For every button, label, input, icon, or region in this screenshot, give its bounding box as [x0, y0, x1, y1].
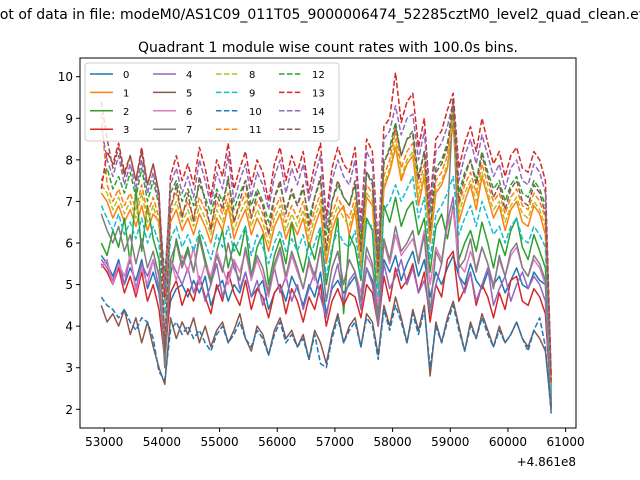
y-tick-label: 7 [65, 195, 73, 209]
x-tick-label: 56000 [258, 435, 296, 449]
legend-label-14: 14 [312, 107, 325, 118]
legend-label-10: 10 [249, 107, 262, 118]
series-line-12 [100, 109, 552, 381]
chart-suptitle: Plot of data in file: modeM0/AS1C09_011T… [0, 7, 640, 23]
y-tick-label: 6 [65, 237, 73, 251]
legend-label-5: 5 [186, 88, 192, 99]
legend-label-7: 7 [186, 125, 192, 136]
legend-label-6: 6 [186, 107, 192, 118]
y-tick-label: 4 [65, 320, 73, 334]
y-tick-label: 8 [65, 153, 73, 167]
x-tick-label: 59000 [431, 435, 469, 449]
x-offset-label: +4.861e8 [517, 455, 576, 469]
legend-label-4: 4 [186, 70, 192, 81]
x-tick-label: 53000 [85, 435, 123, 449]
series-line-9 [100, 175, 552, 393]
legend-label-15: 15 [312, 125, 325, 136]
series-layer [100, 71, 552, 414]
series-line-1 [100, 121, 552, 393]
y-tick-label: 9 [65, 112, 73, 126]
x-tick-label: 60000 [489, 435, 527, 449]
x-tick-label: 58000 [374, 435, 412, 449]
y-tick-label: 3 [65, 361, 73, 375]
series-line-2 [100, 188, 552, 402]
series-line-8 [100, 113, 552, 389]
series-line-15 [100, 96, 552, 385]
y-axis: 2 3 4 5 6 7 8 9 10 [58, 70, 80, 417]
series-line-4 [100, 196, 552, 406]
x-tick-label: 61000 [547, 435, 585, 449]
y-tick-label: 5 [65, 278, 73, 292]
legend-label-0: 0 [123, 70, 129, 81]
legend-label-1: 1 [123, 88, 129, 99]
x-axis: 53000 54000 55000 56000 57000 58000 59000 60000… [85, 428, 585, 449]
legend-label-12: 12 [312, 70, 325, 81]
x-tick-label: 55000 [200, 435, 238, 449]
chart-title: Quadrant 1 module wise count rates with … [138, 40, 518, 56]
legend-label-13: 13 [312, 88, 325, 99]
series-line-10 [100, 296, 552, 414]
legend-frame [84, 62, 340, 142]
legend-label-3: 3 [123, 125, 129, 136]
legend-label-11: 11 [249, 125, 262, 136]
x-tick-label: 57000 [316, 435, 354, 449]
legend-label-8: 8 [249, 70, 255, 81]
series-line-7 [100, 100, 552, 402]
legend-label-2: 2 [123, 107, 129, 118]
legend-label-9: 9 [249, 88, 255, 99]
x-tick-label: 54000 [143, 435, 181, 449]
series-line-14 [100, 100, 552, 381]
y-tick-label: 2 [65, 403, 73, 417]
y-tick-label: 10 [58, 70, 73, 84]
